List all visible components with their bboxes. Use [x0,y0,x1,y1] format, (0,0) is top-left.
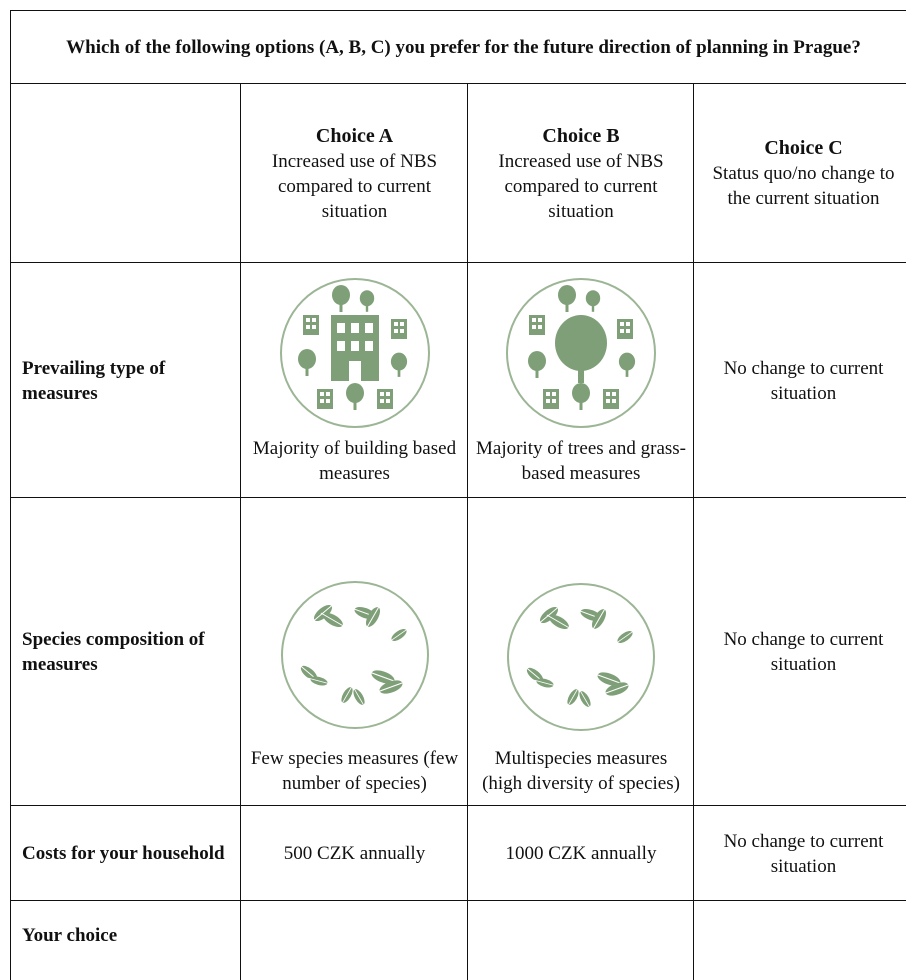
column-subtitle: Increased use of NBS compared to current… [498,150,664,222]
cell-text: Majority of trees and grass-based measur… [476,437,686,484]
cell-text: Multispecies measures (high diversity of… [482,748,680,794]
cell: No change to current situation [693,262,906,498]
cell: Few species measures (few number of spec… [240,497,468,806]
header-cell: Choice A Increased use of NBS compared t… [240,83,468,263]
cell: 1000 CZK annually [467,805,694,901]
row-label-cell: Your choice [10,900,241,980]
cell: 500 CZK annually [240,805,468,901]
row-label: Costs for your household [22,843,225,864]
cell: No change to current situation [693,497,906,806]
header-cell: Choice C Status quo/no change to the cur… [693,83,906,263]
cell: No change to current situation [693,805,906,901]
cell: Majority of trees and grass-based measur… [467,262,694,498]
title-cell: Which of the following options (A, B, C)… [10,10,906,84]
cell-text: No change to current situation [723,830,884,877]
column-subtitle: Increased use of NBS compared to current… [271,150,438,222]
row-label-cell: Prevailing type of measures [10,262,241,498]
column-title: Choice B [542,124,620,147]
row-label: Your choice [22,925,118,946]
column-subtitle: Status quo/no change to the current situ… [712,163,895,209]
cell-text: No change to current situation [723,629,884,675]
cell: Multispecies measures (high diversity of… [467,497,694,806]
choice-cell[interactable] [693,900,906,980]
cell-text: Majority of building based measures [252,437,457,484]
column-title: Choice A [315,124,394,147]
leaves-icon [504,580,658,734]
cell-text: 1000 CZK annually [505,843,657,864]
header-cell: Choice B Increased use of NBS compared t… [467,83,694,263]
row-label: Species composition of measures [22,629,205,675]
empty-header-cell [10,83,241,263]
choice-cell[interactable] [467,900,694,980]
cell-text: No change to current situation [723,357,884,404]
choice-cell[interactable] [240,900,468,980]
cell-text: Few species measures (few number of spec… [250,748,459,794]
buildings-icon [279,277,430,428]
cell: Majority of building based measures [240,262,468,498]
title: Which of the following options (A, B, C)… [66,37,861,58]
row-label-cell: Species composition of measures [10,497,241,806]
trees-icon [506,277,656,428]
leaves-icon [278,578,432,732]
row-label: Prevailing type of measures [22,357,166,404]
cell-text: 500 CZK annually [283,843,426,864]
row-label-cell: Costs for your household [10,805,241,901]
column-title: Choice C [764,137,843,159]
